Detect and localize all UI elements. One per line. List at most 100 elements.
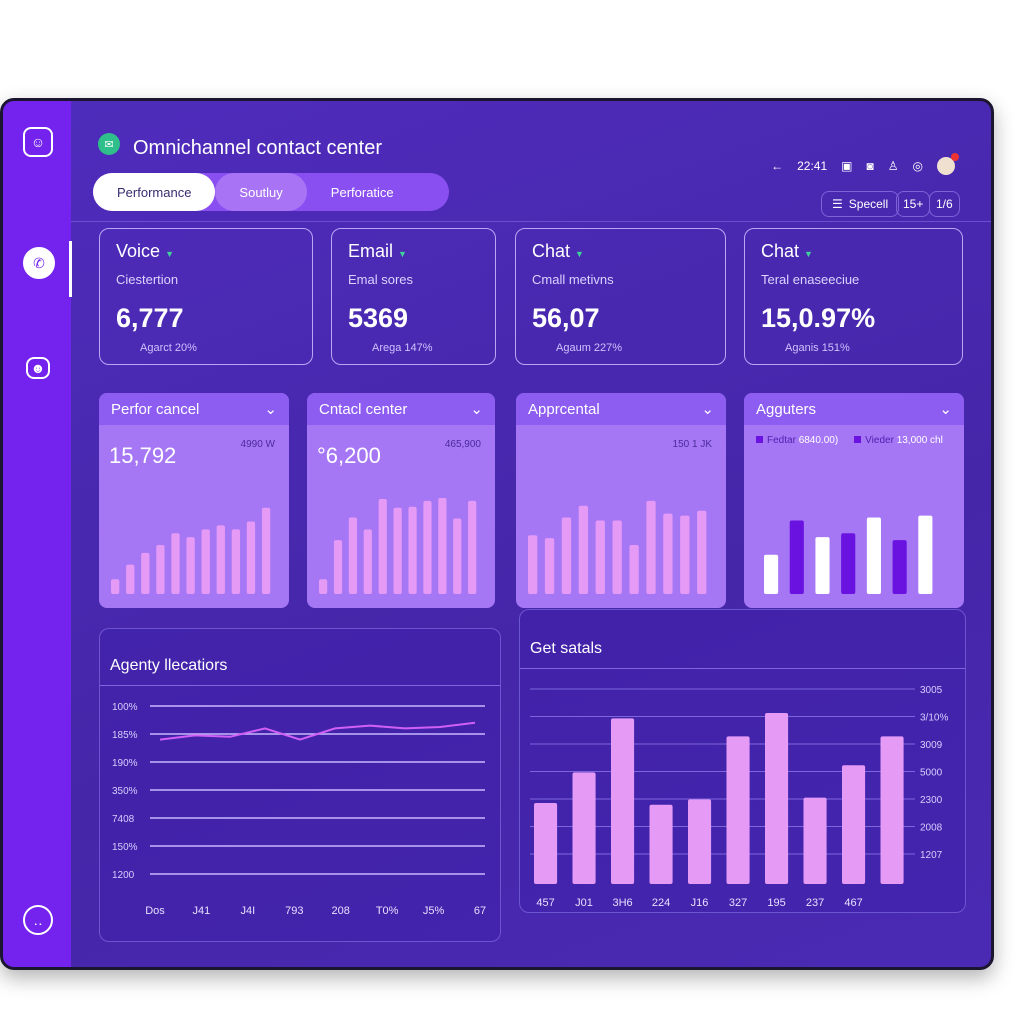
- mini-bar: [319, 579, 328, 594]
- kpi-subtitle: Teral enaseeciue: [761, 272, 860, 287]
- view-select[interactable]: ☰ Specell: [821, 191, 900, 217]
- x-tick-label: 224: [652, 897, 670, 909]
- settings-icon[interactable]: ◎: [912, 159, 923, 173]
- kpi-value: 6,777: [116, 303, 184, 333]
- kpi-subtitle: Ciestertion: [116, 272, 179, 287]
- mini-bar: [663, 513, 673, 594]
- mini-chart-card: Apprcental ⌄ 150 1 JK: [516, 393, 726, 608]
- back-arrow-icon[interactable]: ←: [771, 159, 784, 173]
- tab-bar: Performance Soutluy Perforatice: [93, 173, 449, 211]
- x-tick-label: 67: [474, 905, 486, 917]
- bar: [534, 803, 558, 884]
- kpi-title: Email ▼: [348, 241, 407, 261]
- x-tick-label: J4I: [241, 905, 256, 917]
- x-tick-label: 208: [332, 905, 350, 917]
- mini-bar: [231, 529, 241, 594]
- page-button[interactable]: 1/6: [929, 191, 960, 217]
- mini-bar: [201, 529, 210, 594]
- kpi-title: Chat ▼: [761, 241, 813, 261]
- phone-icon[interactable]: ✆: [23, 247, 55, 279]
- y-tick-label: 100%: [112, 702, 138, 713]
- list-icon: ☰: [832, 197, 843, 211]
- x-tick-label: Dos: [145, 905, 165, 917]
- legend-item: Vieder 13,000 chl: [854, 435, 943, 446]
- y-tick-label: 350%: [112, 786, 138, 797]
- mini-bar-chart: [111, 507, 271, 594]
- bar: [803, 797, 827, 884]
- kpi-subtitle: Cmall metivns: [532, 272, 614, 287]
- bar: [572, 772, 596, 884]
- user-badge-icon[interactable]: ☺: [23, 127, 53, 157]
- x-tick-label: 327: [729, 897, 747, 909]
- mini-bar: [561, 517, 572, 594]
- mini-bar: [578, 505, 589, 594]
- x-tick-label: J5%: [423, 905, 445, 917]
- mini-bar: [156, 545, 165, 594]
- mini-chart-aside: 465,900: [444, 439, 481, 450]
- agent-line-panel: Agenty llecatiors 100% 185% 190% 350% 7408 15…: [99, 628, 501, 942]
- count-button[interactable]: 15+: [896, 191, 931, 217]
- time-display: 22:41: [797, 159, 828, 173]
- chat-icon[interactable]: ◙: [866, 159, 874, 173]
- x-tick-label: T0%: [376, 905, 399, 917]
- chevron-down-icon[interactable]: ⌄: [701, 401, 714, 418]
- kpi-subtitle: Emal sores: [348, 272, 414, 287]
- legend-item: Fedtar 6840.00): [756, 435, 838, 446]
- robot-icon[interactable]: ☻: [26, 357, 50, 379]
- kpi-card[interactable]: Chat ▼ Teral enaseeciue 15,0.97% Aganis …: [744, 228, 963, 365]
- kpi-card[interactable]: Email ▼ Emal sores 5369 Arega 147%: [331, 228, 496, 365]
- y-tick-label: 2008: [920, 823, 943, 834]
- y-tick-label: 1207: [920, 850, 943, 861]
- sidebar: ☺ ✆ ☻ ‥: [3, 101, 72, 967]
- kpi-card[interactable]: Voice ▼ Ciestertion 6,777 Agarct 20%: [99, 228, 313, 365]
- mini-bar: [468, 500, 477, 594]
- mini-chart-aside: 4990 W: [240, 439, 275, 450]
- page-title: Omnichannel contact center: [133, 137, 383, 159]
- bar: [842, 765, 866, 884]
- line-chart: 100% 185% 190% 350% 7408 150% 1200 Dos J41 J4I 793…: [112, 702, 486, 917]
- kpi-delta: Agarct 20%: [140, 342, 197, 354]
- mini-bar: [378, 498, 387, 594]
- x-tick-label: 793: [285, 905, 303, 917]
- bar: [649, 804, 673, 884]
- mini-bar: [408, 506, 417, 594]
- bar-chart-title: Get satals: [520, 610, 965, 669]
- y-tick-label: 185%: [112, 730, 138, 741]
- x-tick-label: 457: [536, 897, 554, 909]
- mini-bar: [680, 515, 690, 594]
- tab-performance[interactable]: Performance: [93, 173, 216, 211]
- mini-chart-title: Cntacl center: [319, 400, 408, 418]
- divider: [71, 221, 991, 222]
- tab-soutluy[interactable]: Soutluy: [215, 173, 307, 211]
- avatar[interactable]: [937, 153, 959, 175]
- logo-icon: ✉: [98, 133, 120, 155]
- smiley-icon[interactable]: ‥: [23, 905, 53, 935]
- mini-bar: [892, 540, 907, 594]
- mini-bar: [363, 529, 372, 594]
- mini-bar: [141, 552, 150, 594]
- y-tick-label: 7408: [112, 814, 135, 825]
- bar: [880, 736, 904, 884]
- kpi-title: Chat ▼: [532, 241, 584, 261]
- mini-chart-header: Agguters ⌄: [744, 393, 964, 425]
- y-tick-label: 2300: [920, 795, 943, 806]
- chevron-down-icon[interactable]: ⌄: [470, 401, 483, 418]
- status-dot-icon: ▼: [165, 249, 174, 259]
- x-tick-label: J16: [691, 897, 709, 909]
- mini-bar: [111, 579, 120, 594]
- mini-bar: [646, 500, 656, 594]
- mini-bar: [216, 525, 225, 594]
- calendar-icon[interactable]: ▣: [841, 159, 853, 173]
- kpi-value: 15,0.97%: [761, 303, 876, 333]
- active-indicator: [69, 241, 72, 297]
- bell-icon[interactable]: ♙: [887, 159, 899, 173]
- chevron-down-icon[interactable]: ⌄: [939, 401, 952, 418]
- kpi-card[interactable]: Chat ▼ Cmall metivns 56,07 Agaum 227%: [515, 228, 726, 365]
- tab-perforatice[interactable]: Perforatice: [330, 184, 394, 200]
- mini-bar-chart: [319, 497, 477, 594]
- kpi-title: Voice ▼: [116, 241, 174, 261]
- mini-bar: [246, 521, 256, 594]
- chevron-down-icon[interactable]: ⌄: [264, 401, 277, 418]
- x-tick-label: 237: [806, 897, 824, 909]
- x-tick-label: 195: [767, 897, 785, 909]
